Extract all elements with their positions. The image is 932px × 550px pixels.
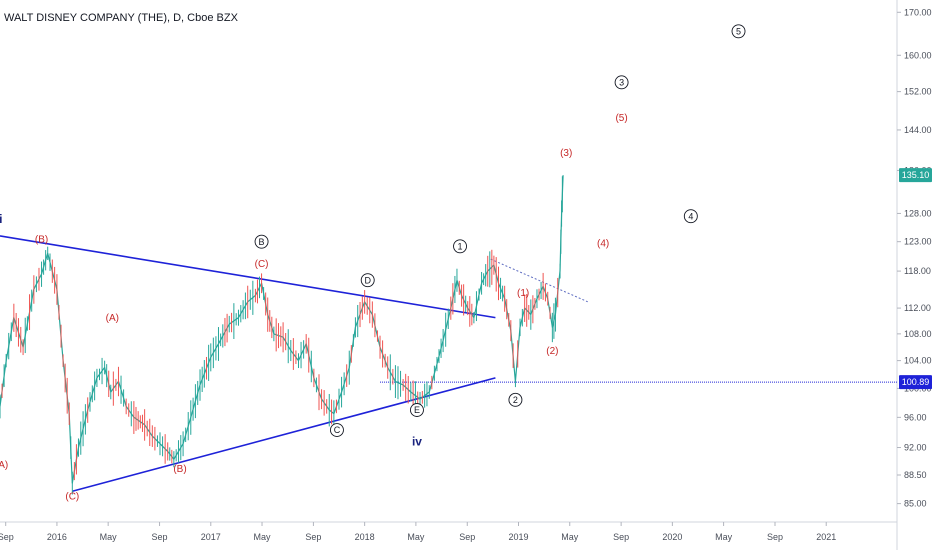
wave-label-blue: iv	[412, 434, 422, 448]
x-tick-label: 2021	[816, 532, 836, 542]
x-tick-label: Sep	[305, 532, 321, 542]
y-tick-label: 123.00	[904, 237, 932, 247]
x-tick-label: May	[407, 532, 425, 542]
wave-label-circled: 1	[458, 242, 463, 252]
wave-labels-layer: i (B) (A) (A) (C) (B) B (C) C D Eiv 1 2 (1) (2) (3) (4) 3…	[0, 24, 746, 503]
wave-circle-marker	[508, 392, 523, 407]
upper-triangle-line[interactable]	[0, 235, 496, 319]
price-series-layer	[0, 175, 564, 495]
wave-label-circled: E	[414, 405, 420, 415]
wave-label-red: (A)	[0, 460, 8, 471]
wave-label-red: (B)	[35, 234, 48, 245]
price-tags-layer: 135.10 100.89	[899, 168, 932, 390]
x-tick-label: 2017	[201, 532, 221, 542]
wave-label-red: (3)	[560, 148, 572, 159]
wave-circle-marker	[731, 24, 746, 39]
x-tick-label: Sep	[613, 532, 629, 542]
x-tick-label: May	[715, 532, 733, 542]
y-tick-label: 96.00	[904, 412, 927, 422]
wave-label-circled: D	[364, 275, 371, 285]
candles	[0, 176, 563, 495]
wave-label-circled: 4	[688, 211, 693, 221]
wave-circle-marker	[410, 403, 424, 417]
wave-label-circled: 5	[736, 27, 741, 37]
wave-circle-marker	[254, 234, 269, 249]
price-tag-label: 135.10	[902, 170, 930, 180]
wave-label-red: (5)	[615, 113, 627, 124]
wave-label-red: (C)	[65, 492, 79, 503]
y-tick-label: 118.00	[904, 266, 931, 276]
x-tick-label: 2019	[508, 532, 528, 542]
price-tag-label: 100.89	[902, 377, 930, 387]
wave-label-red: (A)	[106, 313, 119, 324]
y-tick-label: 104.00	[904, 356, 932, 366]
wave-circle-marker	[683, 209, 698, 224]
y-tick-label: 128.00	[904, 208, 932, 218]
price-tag-box	[899, 375, 932, 390]
y-tick-label: 152.00	[904, 87, 932, 97]
x-tick-label: May	[561, 532, 579, 542]
x-tick-label: Sep	[459, 532, 475, 542]
y-tick-label: 170.00	[904, 7, 932, 17]
x-tick-label: Sep	[152, 532, 168, 542]
y-tick-label: 112.00	[904, 303, 931, 313]
wave-label-red: (4)	[597, 238, 609, 249]
y-tick-label: 108.00	[904, 329, 932, 339]
wave-label-red: (C)	[255, 259, 269, 270]
wave-label-circled: 2	[513, 395, 518, 405]
x-tick-label: 2020	[662, 532, 682, 542]
dotted-resistance-line[interactable]	[490, 258, 588, 303]
y-tick-label: 144.00	[904, 125, 932, 135]
y-axis[interactable]: 85.0088.5092.0096.00100.00104.00108.0011…	[896, 0, 932, 550]
x-tick-label: Sep	[0, 532, 14, 542]
y-tick-label: 88.50	[904, 470, 927, 480]
price-tag-box	[899, 168, 932, 183]
y-tick-label: 85.00	[904, 499, 927, 509]
wave-label-circled: C	[334, 425, 341, 435]
chart-title: WALT DISNEY COMPANY (THE), D, Cboe BZX	[4, 12, 239, 24]
x-axis[interactable]: Sep 2016 May Sep 2017 May Sep 2018 May Sep 2019 May…	[0, 521, 897, 542]
wave-label-red: (2)	[546, 346, 558, 357]
wave-label-circled: B	[259, 237, 265, 247]
x-tick-label: Sep	[767, 532, 783, 542]
wave-circle-marker	[614, 75, 629, 90]
y-tick-label: 92.00	[904, 443, 927, 453]
wave-label-red: (B)	[173, 464, 186, 475]
wave-circle-marker	[453, 239, 467, 254]
x-tick-label: 2018	[355, 532, 375, 542]
wave-label-red: (1)	[517, 288, 529, 299]
wave-label-circled: 3	[619, 78, 624, 88]
y-tick-label: 160.00	[904, 50, 932, 60]
x-tick-label: May	[254, 532, 272, 542]
x-tick-label: 2016	[47, 532, 67, 542]
price-line	[0, 175, 564, 484]
wave-label-blue: i	[0, 212, 2, 226]
wave-circle-marker	[330, 423, 344, 437]
wave-circle-marker	[360, 273, 375, 288]
x-tick-label: May	[100, 532, 118, 542]
